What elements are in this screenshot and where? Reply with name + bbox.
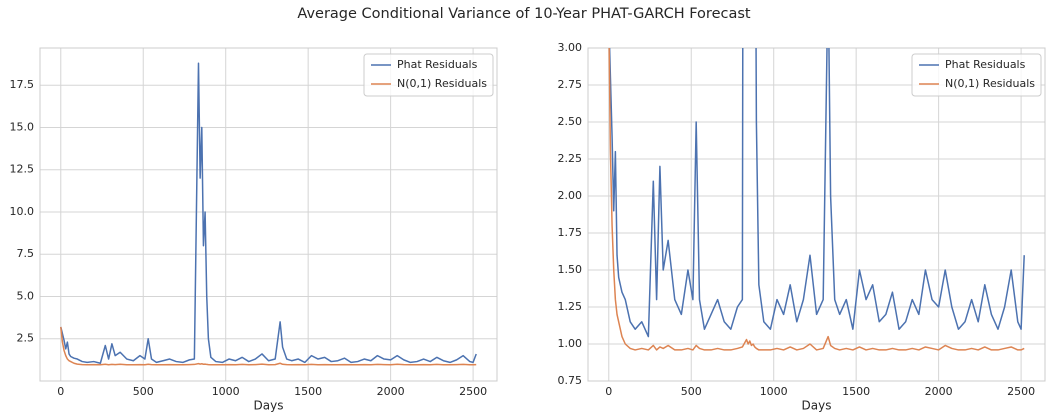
- axes-frame: [39, 47, 498, 382]
- series-line: [608, 48, 1025, 338]
- y-tick-label: 1.50: [558, 263, 583, 276]
- x-tick-label: 0: [605, 385, 612, 398]
- x-axis-label: Days: [254, 399, 284, 413]
- y-tick-label: 2.25: [558, 152, 583, 165]
- y-tick-label: 10.0: [10, 205, 35, 218]
- y-tick-label: 2.75: [558, 78, 583, 91]
- y-tick-label: 1.25: [558, 300, 583, 313]
- y-tick-label: 3.00: [558, 41, 583, 54]
- axes-frame: [587, 47, 1046, 382]
- legend-label: N(0,1) Residuals: [945, 77, 1035, 90]
- y-tick-label: 5.0: [17, 289, 35, 302]
- x-tick-label: 2000: [377, 385, 405, 398]
- y-tick-label: 0.75: [558, 374, 583, 387]
- y-tick-label: 1.00: [558, 337, 583, 350]
- y-tick-label: 7.5: [17, 247, 35, 260]
- y-tick-label: 15.0: [10, 120, 35, 133]
- x-tick-label: 1000: [212, 385, 240, 398]
- legend-label: Phat Residuals: [945, 58, 1026, 71]
- y-tick-label: 1.75: [558, 226, 583, 239]
- legend-label: Phat Residuals: [397, 58, 478, 71]
- x-tick-label: 1000: [760, 385, 788, 398]
- y-tick-label: 2.00: [558, 189, 583, 202]
- legend-label: N(0,1) Residuals: [397, 77, 487, 90]
- series-line: [608, 48, 1025, 351]
- y-tick-label: 17.5: [10, 78, 35, 91]
- figure-title: Average Conditional Variance of 10-Year …: [297, 6, 751, 22]
- x-tick-label: 2500: [1007, 385, 1035, 398]
- series-line: [60, 326, 477, 366]
- x-tick-label: 2500: [459, 385, 487, 398]
- x-tick-label: 1500: [842, 385, 870, 398]
- x-tick-label: 500: [133, 385, 154, 398]
- x-tick-label: 500: [681, 385, 702, 398]
- x-tick-label: 2000: [925, 385, 953, 398]
- legend-frame: [363, 53, 494, 97]
- y-tick-label: 12.5: [10, 163, 35, 176]
- y-tick-label: 2.5: [17, 332, 35, 345]
- series-line: [60, 62, 477, 364]
- legend-frame: [911, 53, 1042, 97]
- x-axis-label: Days: [802, 399, 832, 413]
- x-tick-label: 1500: [294, 385, 322, 398]
- y-tick-label: 2.50: [558, 115, 583, 128]
- x-tick-label: 0: [57, 385, 64, 398]
